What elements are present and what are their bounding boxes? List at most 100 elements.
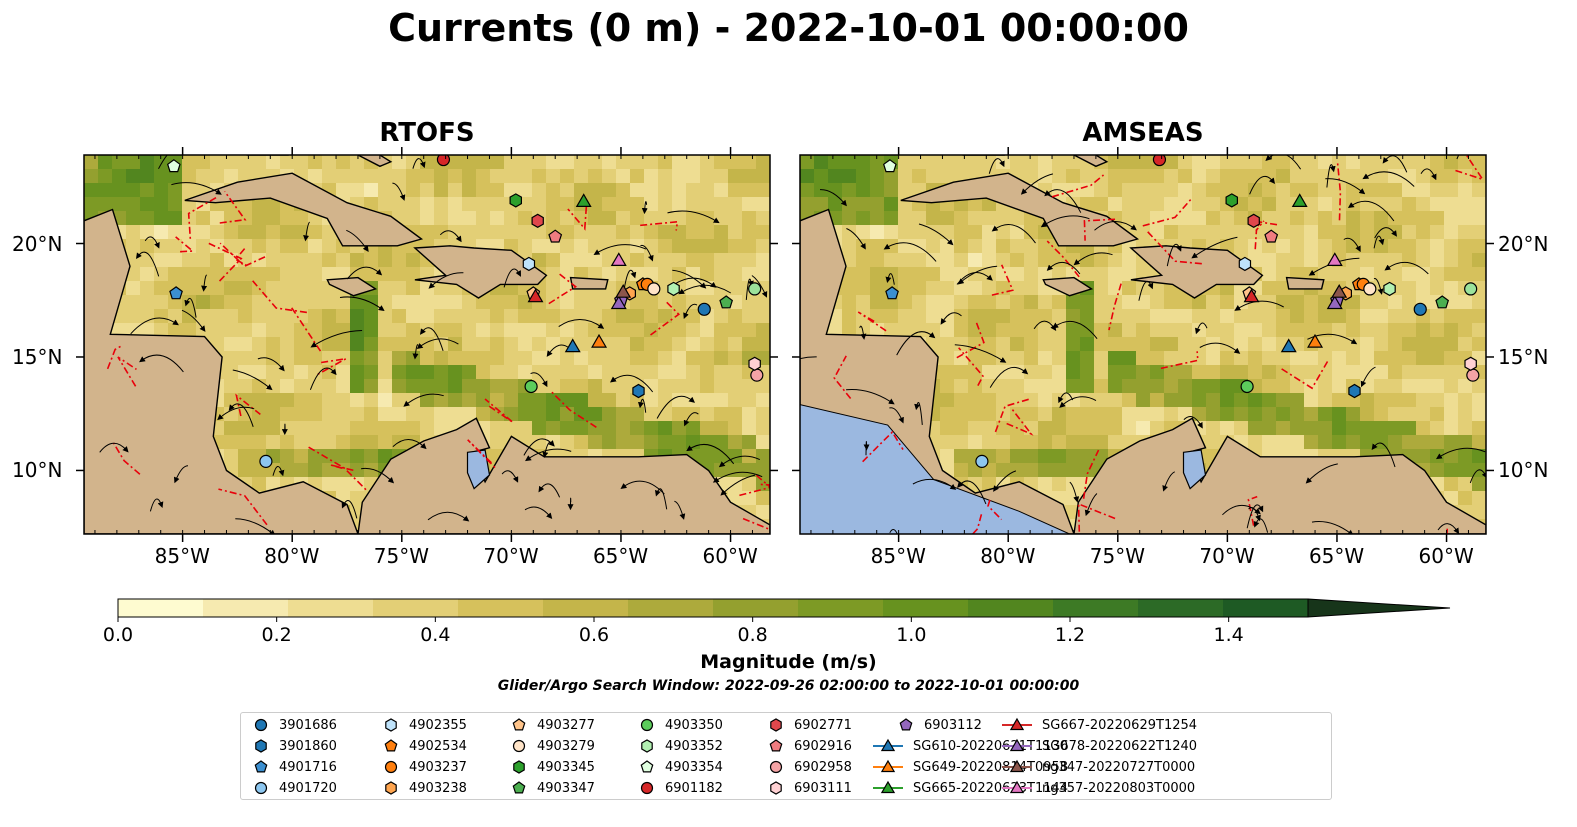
legend-argo-symbol [640, 760, 654, 773]
legend-item: 3901686 [251, 715, 337, 735]
legend-argo-symbol [384, 760, 398, 774]
land-mass [1129, 245, 1264, 299]
legend-argo-symbol [512, 718, 526, 731]
colorbar-bin [628, 599, 714, 617]
land-mass [184, 172, 424, 247]
legend-swatch [1002, 780, 1032, 794]
y-tick-label: 20°N [12, 231, 63, 256]
legend-swatch [640, 781, 654, 795]
glider-marker-SG649-20220814T0958 [1307, 333, 1324, 348]
argo-marker-4903352 [667, 281, 680, 297]
legend-glider-symbol [1009, 717, 1025, 731]
glider-marker-SG610-20220621T1130 [1280, 338, 1297, 353]
legend-label: ng357-20220803T0000 [1042, 780, 1196, 796]
argo-marker-6901182 [436, 155, 451, 167]
argo-marker-6902771 [1247, 213, 1260, 228]
map-panel-rtofs [76, 147, 778, 542]
legend-argo-symbol [513, 760, 525, 774]
glider-marker-ng347-20220727T0000 [1331, 284, 1348, 298]
legend-swatch [255, 739, 267, 753]
colorbar-bin [288, 599, 374, 617]
colorbar-tick-label: 0.2 [261, 624, 292, 646]
land-mass [84, 208, 359, 534]
argo-marker-4903354 [166, 159, 181, 173]
legend-glider-symbol [1009, 780, 1025, 794]
legend-swatch [254, 718, 268, 732]
x-tick-label: 85°W [870, 544, 926, 568]
legend-argo-symbol [384, 739, 398, 752]
glider-marker-SG649-20220814T0958 [591, 333, 608, 348]
legend-swatch [769, 739, 783, 752]
legend-swatch [513, 760, 525, 774]
argo-marker-4902355 [522, 256, 536, 272]
legend-item: 6903111 [766, 778, 852, 798]
legend-swatch [1002, 738, 1032, 752]
legend-label: SG649-20220814T0958 [913, 759, 1069, 775]
argo-marker-4903352 [1383, 281, 1396, 297]
argo-marker-4903350 [524, 379, 538, 394]
legend-label: 4903354 [665, 759, 723, 775]
glider-marker-ng357-20220803T0000 [1326, 252, 1343, 266]
argo-marker-6902916 [548, 229, 563, 243]
map-panel-amseas [792, 147, 1494, 542]
legend-swatch [385, 718, 397, 732]
glider-marker-ng347-20220727T0000 [615, 284, 632, 298]
legend-item: 6902958 [766, 757, 852, 777]
glider-marker-SG678-20220622T1240 [610, 295, 627, 310]
legend-item: 4902534 [381, 736, 467, 756]
legend-item: 4903277 [509, 715, 595, 735]
legend-swatch [1002, 759, 1032, 773]
land-mass [900, 172, 1140, 247]
legend-label: 4903350 [665, 717, 723, 733]
colorbar-bin [1053, 599, 1139, 617]
colorbar-bin [458, 599, 544, 617]
legend-label: 4903279 [537, 738, 595, 754]
y-tick-label: 15°N [1498, 344, 1549, 369]
legend-argo-symbol [641, 739, 653, 753]
colorbar-tick-label: 0.8 [737, 624, 768, 646]
glider-marker-SG665-20220623T1144 [1291, 193, 1308, 207]
legend-label: 4903238 [409, 780, 467, 796]
land-mass [357, 417, 770, 534]
legend-item: 4903279 [509, 736, 595, 756]
legend-swatch [770, 781, 782, 795]
x-tick-label: 65°W [1308, 544, 1365, 568]
legend-swatch [873, 759, 903, 773]
land-mass [413, 245, 548, 299]
colorbar-bin [968, 599, 1054, 617]
y-tick-label: 10°N [12, 458, 63, 483]
x-tick-label: 85°W [154, 544, 210, 568]
colorbar-bin [713, 599, 799, 617]
land-mass [1285, 276, 1325, 290]
argo-marker-3901860 [1348, 383, 1361, 399]
colorbar-tick-label: 0.0 [102, 624, 134, 646]
legend-swatch [384, 760, 398, 774]
argo-marker-3901686 [697, 302, 711, 316]
legend-argo-symbol [770, 781, 782, 795]
legend-item: 4902355 [381, 715, 467, 735]
legend-item: ng347-20220727T0000 [1000, 757, 1195, 777]
glider-marker-SG665-20220623T1144 [575, 193, 592, 207]
search-window-text: Glider/Argo Search Window: 2022-09-26 02… [497, 678, 1080, 694]
legend-label: ng347-20220727T0000 [1042, 759, 1196, 775]
colorbar-tick-label: 1.2 [1054, 624, 1086, 646]
argo-marker-6902771 [531, 213, 544, 228]
legend-argo-symbol [254, 718, 268, 732]
legend-label: 6902958 [794, 759, 852, 775]
x-tick-label: 75°W [1089, 544, 1146, 568]
argo-marker-4903347b [748, 282, 762, 296]
legend-swatch [770, 718, 782, 732]
panel-title-amseas: AMSEAS [1082, 118, 1204, 148]
legend-label: 3901686 [279, 717, 337, 733]
argo-marker-4903350 [1240, 379, 1254, 394]
argo-marker-4901716 [169, 286, 183, 300]
land-mass [569, 276, 609, 290]
y-tick-label: 10°N [1498, 458, 1549, 483]
colorbar [117, 598, 1451, 622]
argo-marker-6903111 [1464, 356, 1477, 371]
legend-item: SG610-20220621T1130 [871, 736, 1068, 756]
legend-swatch [512, 781, 526, 794]
glider-marker-ng357-20220803T0000 [610, 252, 627, 266]
legend-argo-symbol [770, 718, 782, 732]
legend-label: 6902916 [794, 738, 852, 754]
